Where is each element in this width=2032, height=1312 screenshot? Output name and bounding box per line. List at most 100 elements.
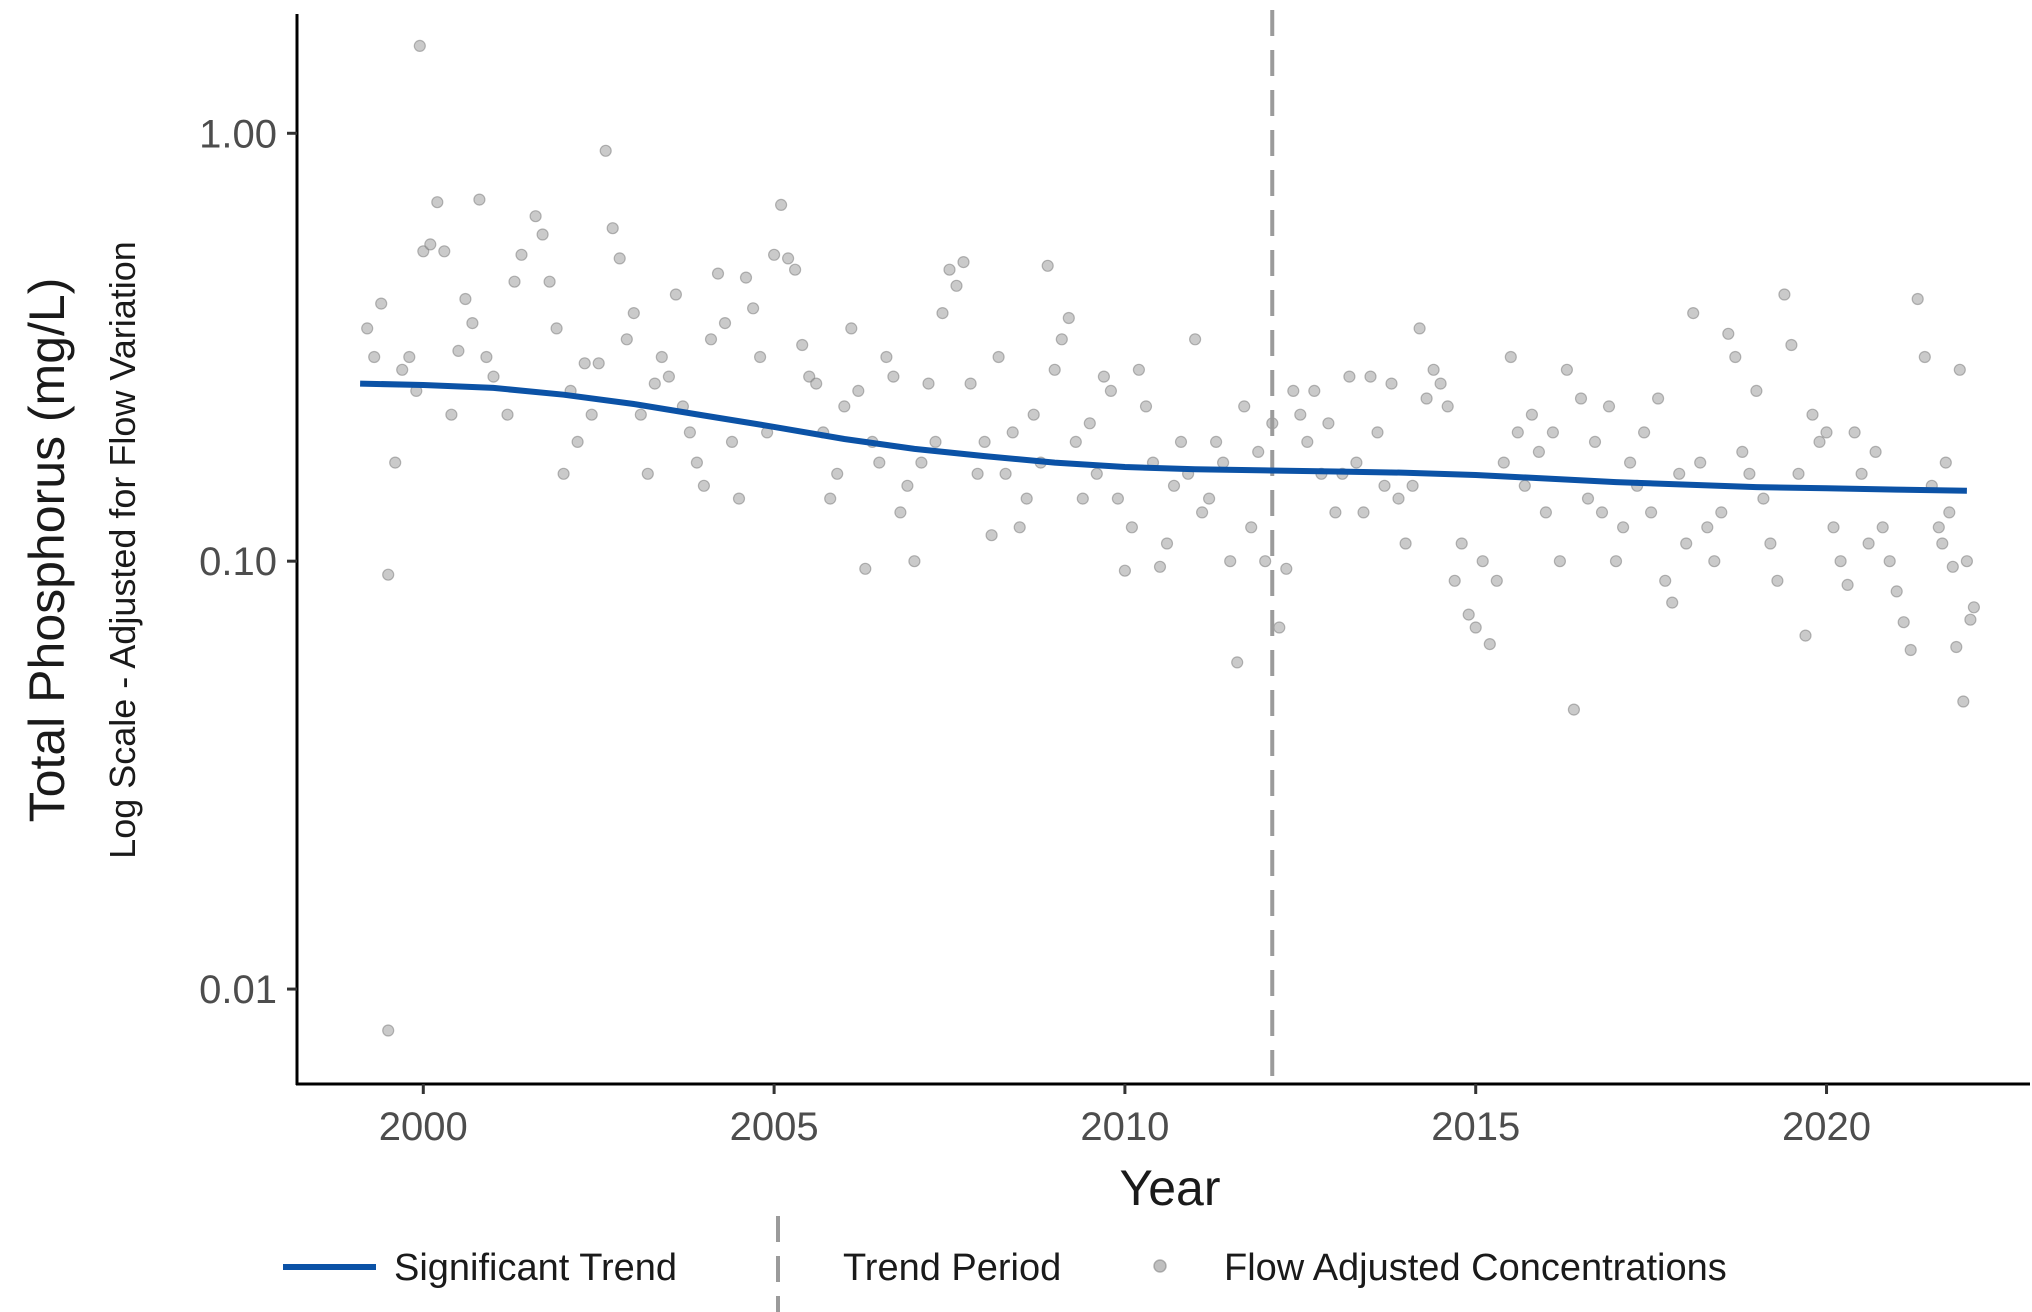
data-point — [1757, 492, 1770, 505]
data-point — [992, 350, 1005, 364]
data-point — [1090, 467, 1103, 480]
data-point — [683, 426, 697, 439]
data-point — [824, 492, 837, 505]
data-point — [1659, 574, 1672, 587]
data-point — [1932, 521, 1945, 534]
data-point — [1462, 608, 1475, 621]
data-point — [1371, 426, 1384, 439]
data-point — [1139, 400, 1153, 413]
data-point — [1329, 506, 1342, 519]
data-point — [1231, 656, 1244, 669]
data-point — [887, 370, 900, 383]
data-point — [1574, 392, 1588, 405]
data-point — [1637, 426, 1651, 439]
data-point — [929, 435, 942, 448]
data-point — [1834, 555, 1847, 568]
data-point — [536, 228, 549, 241]
data-point — [1743, 467, 1756, 480]
data-point — [1504, 350, 1517, 364]
data-point — [641, 467, 654, 480]
data-point — [880, 350, 893, 364]
data-point — [1539, 506, 1553, 519]
data-point — [1876, 521, 1889, 534]
y-tick-label: 0.10 — [199, 540, 277, 584]
data-point — [606, 222, 619, 235]
data-point — [1041, 259, 1054, 272]
data-point — [1195, 506, 1209, 519]
data-point — [1960, 555, 1974, 568]
data-point — [831, 467, 844, 480]
data-point — [718, 317, 732, 330]
data-point — [1666, 596, 1679, 609]
data-point — [375, 297, 388, 310]
data-point — [501, 408, 514, 421]
data-point — [781, 252, 795, 265]
data-point — [613, 252, 626, 265]
data-point — [1006, 426, 1019, 439]
data-point — [1560, 363, 1574, 376]
data-point — [1946, 560, 1959, 573]
data-point — [1623, 456, 1637, 469]
data-point — [725, 435, 739, 448]
data-point — [796, 338, 809, 352]
data-point — [774, 198, 788, 211]
data-point — [1357, 506, 1370, 519]
data-point — [901, 479, 914, 492]
data-point — [1701, 521, 1714, 534]
data-point — [1448, 574, 1461, 587]
data-point — [894, 506, 907, 519]
legend: Significant Trend Trend Period Flow Adju… — [283, 1216, 1727, 1312]
data-point — [1469, 621, 1482, 634]
data-point — [557, 467, 570, 480]
data-point — [1680, 537, 1693, 550]
data-point — [1708, 555, 1721, 568]
data-point — [508, 275, 521, 288]
data-point — [1497, 456, 1510, 469]
data-point — [543, 275, 556, 288]
data-point — [1567, 703, 1581, 716]
data-point — [1862, 537, 1875, 550]
data-point — [964, 377, 977, 390]
data-point — [1799, 629, 1812, 642]
data-point — [1160, 537, 1174, 550]
data-point — [1841, 578, 1854, 592]
data-point — [1953, 363, 1966, 376]
data-point — [1216, 456, 1230, 469]
data-point — [1715, 506, 1728, 519]
y-tick-label: 1.00 — [199, 112, 277, 156]
data-point — [873, 456, 886, 469]
data-point — [599, 144, 612, 157]
data-point — [1174, 435, 1188, 448]
data-point — [1883, 555, 1896, 568]
data-point — [1385, 377, 1398, 390]
y-axis-subtitle: Log Scale - Adjusted for Flow Variation — [102, 241, 143, 859]
data-point — [389, 456, 402, 469]
data-point — [1413, 322, 1426, 335]
legend-item-significant-trend: Significant Trend — [283, 1247, 677, 1289]
data-point — [1644, 506, 1658, 519]
data-point — [431, 196, 444, 209]
data-point — [1687, 307, 1700, 320]
data-point — [1420, 392, 1433, 405]
data-point — [1785, 338, 1798, 352]
data-point — [957, 256, 970, 269]
data-point — [1511, 426, 1524, 439]
y-axis-ticks: 0.01 0.10 1.00 — [199, 112, 297, 1012]
legend-label-significant-trend: Significant Trend — [394, 1247, 677, 1289]
data-point — [669, 288, 683, 301]
data-point — [1097, 370, 1111, 383]
y-tick-label: 0.01 — [199, 968, 277, 1012]
x-tick-label: 2015 — [1431, 1105, 1520, 1149]
data-point — [627, 307, 640, 320]
data-point — [1062, 311, 1075, 325]
scatter-points — [361, 39, 1981, 1037]
data-point — [1778, 288, 1791, 301]
data-point — [985, 529, 998, 542]
data-point — [690, 456, 704, 469]
data-point — [634, 408, 647, 421]
legend-item-flow-adjusted: Flow Adjusted Concentrations — [1153, 1247, 1727, 1289]
data-point — [1750, 384, 1763, 397]
data-point — [1553, 555, 1567, 568]
data-point — [1343, 370, 1356, 383]
data-point — [908, 555, 921, 568]
